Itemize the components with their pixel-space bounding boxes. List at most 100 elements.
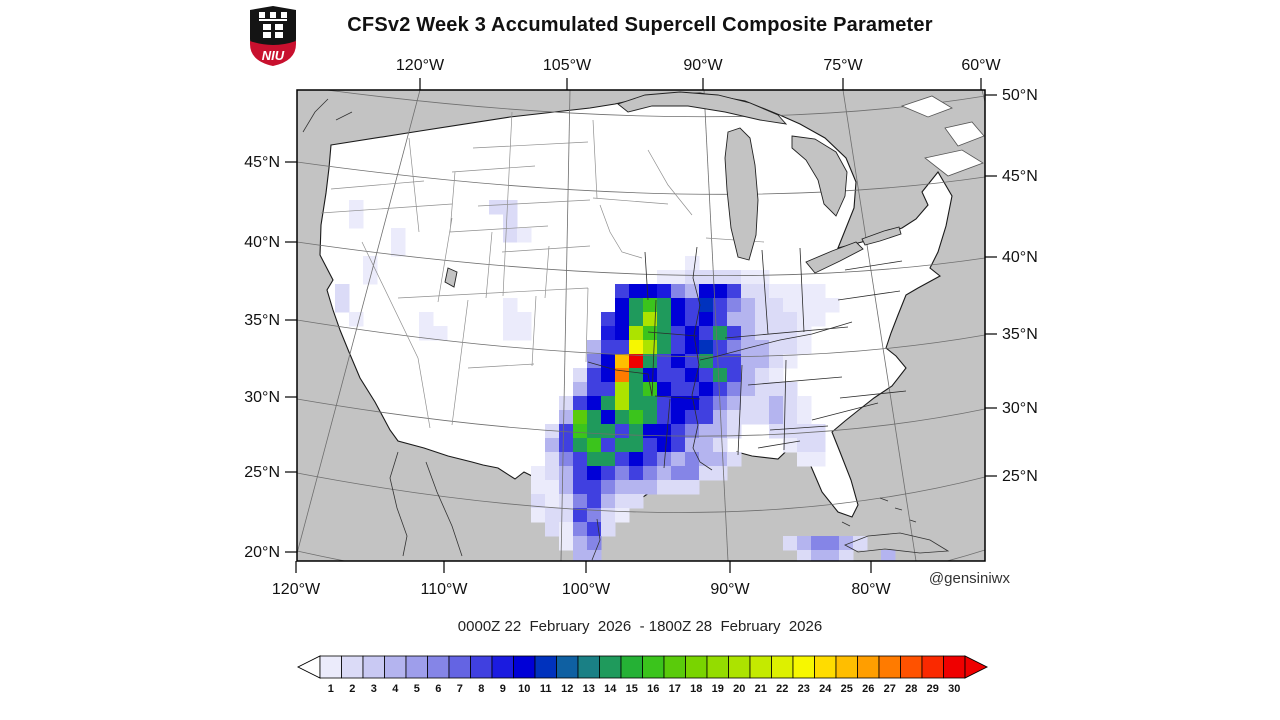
heatmap-cell (699, 396, 714, 411)
heatmap-cell (559, 424, 574, 439)
heatmap-cell (685, 326, 700, 341)
axis-tick-label: 90°W (710, 581, 750, 598)
heatmap-cell (783, 312, 798, 327)
heatmap-cell (671, 312, 686, 327)
heatmap-cell (335, 284, 350, 299)
heatmap-cell (769, 410, 784, 425)
axis-tick-label: 35°N (1002, 326, 1038, 343)
heatmap-cell (615, 340, 630, 355)
heatmap-cell (629, 284, 644, 299)
colorbar-segment (384, 655, 407, 679)
heatmap-cell (615, 438, 630, 453)
colorbar-value-label: 7 (457, 683, 463, 695)
heatmap-cell (769, 424, 784, 439)
colorbar-segment (534, 655, 557, 679)
heatmap-cell (559, 522, 574, 537)
colorbar-value-label: 3 (371, 683, 377, 695)
heatmap-cell (601, 354, 616, 369)
heatmap-cell (335, 298, 350, 313)
heatmap-cell (755, 340, 770, 355)
heatmap-cell (601, 438, 616, 453)
heatmap-cell (741, 382, 756, 397)
heatmap-cell (755, 368, 770, 383)
heatmap-cell (657, 438, 672, 453)
state-borders (320, 111, 765, 429)
axis-tick-label: 45°N (1002, 168, 1038, 185)
colorbar-segment (599, 655, 622, 679)
heatmap-cell (671, 424, 686, 439)
heatmap-cell (587, 536, 602, 551)
heatmap-cell (685, 298, 700, 313)
heatmap-cell (545, 466, 560, 481)
heatmap-cell (741, 354, 756, 369)
heatmap-cell (797, 410, 812, 425)
colorbar: 1 2 3 4 5 6 7 8 9 10 11 12 13 14 15 16 17 18 19 20 21 22 23 24 2… (296, 655, 989, 695)
heatmap-cell (713, 368, 728, 383)
axis-ticks: 120°W 105°W 90°W 75°W 60°W 120°W 110°W 100°W 90°… (244, 57, 1038, 598)
colorbar-value-label: 21 (755, 683, 767, 695)
colorbar-value-label: 24 (819, 683, 832, 695)
heatmap-cell (685, 452, 700, 467)
heatmap-cell (657, 354, 672, 369)
heatmap-cell (741, 340, 756, 355)
heatmap-cell (433, 326, 448, 341)
heatmap-cell (573, 508, 588, 523)
heatmap-cell (559, 452, 574, 467)
heatmap-cell (517, 326, 532, 341)
heatmap-cell (811, 424, 826, 439)
heatmap-cell (545, 508, 560, 523)
axis-tick-label: 30°N (1002, 400, 1038, 417)
heatmap-cell (755, 326, 770, 341)
colorbar-value-label: 12 (561, 683, 573, 695)
colorbar-segment (878, 655, 901, 679)
heatmap-cell (727, 312, 742, 327)
heatmap-cell (657, 466, 672, 481)
axis-tick-label: 50°N (1002, 87, 1038, 104)
niu-red-band (250, 41, 296, 66)
heatmap-cell (601, 494, 616, 509)
heatmap-cell (629, 312, 644, 327)
heatmap-cell (587, 354, 602, 369)
heatmap-cell (559, 438, 574, 453)
heatmap-cell (755, 382, 770, 397)
colorbar-segment (749, 655, 772, 679)
colorbar-value-label: 4 (392, 683, 399, 695)
heatmap-cell (643, 382, 658, 397)
heatmap-cell (587, 550, 602, 561)
heatmap-cell (531, 480, 546, 495)
heatmap-cell (615, 466, 630, 481)
heatmap-cell (741, 298, 756, 313)
heatmap-cell (797, 424, 812, 439)
heatmap-cell (629, 354, 644, 369)
heatmap-cell (685, 270, 700, 285)
heatmap-cell (657, 270, 672, 285)
axis-tick-label: 80°W (851, 581, 891, 598)
axis-tick-label: 90°W (683, 57, 723, 74)
heatmap-cell (629, 452, 644, 467)
colorbar-value-label: 2 (349, 683, 355, 695)
heatmap-cell (657, 480, 672, 495)
heatmap-cell (559, 466, 574, 481)
axis-tick-label: 40°N (1002, 249, 1038, 266)
heatmap-cell (629, 298, 644, 313)
heatmap-cell (727, 410, 742, 425)
heatmap-cell (783, 326, 798, 341)
heatmap-cell (769, 284, 784, 299)
colorbar-left-arrow (296, 655, 321, 679)
heatmap-cell (545, 522, 560, 537)
heatmap-cell (741, 410, 756, 425)
heatmap-cell (699, 340, 714, 355)
heatmap-cell (769, 396, 784, 411)
heatmap-cell (671, 452, 686, 467)
axis-tick-label: 120°W (396, 57, 445, 74)
niu-logo-text: NIU (262, 48, 285, 63)
heatmap-cell (629, 424, 644, 439)
axis-tick-label: 30°N (244, 389, 280, 406)
colorbar-segment (405, 655, 428, 679)
heatmap-cell (601, 326, 616, 341)
canada-islands (900, 95, 985, 177)
heatmap-cell (783, 340, 798, 355)
heatmap-cell (797, 298, 812, 313)
heatmap-cell (517, 312, 532, 327)
